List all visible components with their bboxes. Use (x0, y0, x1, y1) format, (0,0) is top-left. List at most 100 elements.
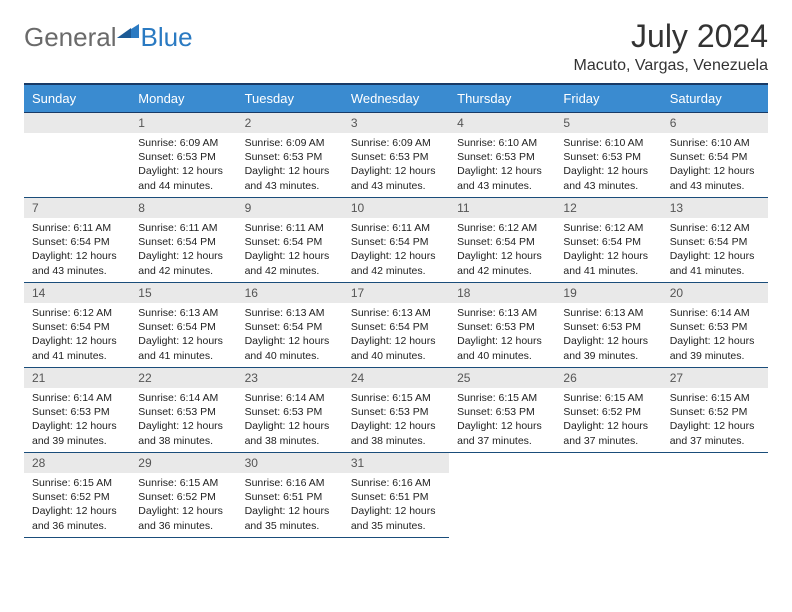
brand-logo: General Blue (24, 18, 193, 53)
day-number: 25 (449, 368, 555, 388)
brand-triangle-icon (117, 24, 139, 38)
calendar-cell: 2Sunrise: 6:09 AMSunset: 6:53 PMDaylight… (237, 113, 343, 198)
calendar-cell: 29Sunrise: 6:15 AMSunset: 6:52 PMDayligh… (130, 453, 236, 538)
calendar-cell: 13Sunrise: 6:12 AMSunset: 6:54 PMDayligh… (662, 198, 768, 283)
calendar-cell: 11Sunrise: 6:12 AMSunset: 6:54 PMDayligh… (449, 198, 555, 283)
header: General Blue July 2024 Macuto, Vargas, V… (24, 18, 768, 75)
day-details: Sunrise: 6:14 AMSunset: 6:53 PMDaylight:… (662, 303, 768, 367)
day-number: 31 (343, 453, 449, 473)
title-block: July 2024 Macuto, Vargas, Venezuela (574, 18, 769, 75)
weekday-header: Monday (130, 84, 236, 113)
weekday-header: Tuesday (237, 84, 343, 113)
calendar-cell: 5Sunrise: 6:10 AMSunset: 6:53 PMDaylight… (555, 113, 661, 198)
calendar-cell: 17Sunrise: 6:13 AMSunset: 6:54 PMDayligh… (343, 283, 449, 368)
calendar-cell: 4Sunrise: 6:10 AMSunset: 6:53 PMDaylight… (449, 113, 555, 198)
day-number: 29 (130, 453, 236, 473)
day-details: Sunrise: 6:09 AMSunset: 6:53 PMDaylight:… (237, 133, 343, 197)
day-number: 2 (237, 113, 343, 133)
calendar-cell: 26Sunrise: 6:15 AMSunset: 6:52 PMDayligh… (555, 368, 661, 453)
calendar-cell: 30Sunrise: 6:16 AMSunset: 6:51 PMDayligh… (237, 453, 343, 538)
day-number: 3 (343, 113, 449, 133)
day-details: Sunrise: 6:13 AMSunset: 6:54 PMDaylight:… (130, 303, 236, 367)
weekday-header: Friday (555, 84, 661, 113)
day-number: 23 (237, 368, 343, 388)
calendar-cell: 8Sunrise: 6:11 AMSunset: 6:54 PMDaylight… (130, 198, 236, 283)
day-number: 11 (449, 198, 555, 218)
day-number: 18 (449, 283, 555, 303)
day-number: 10 (343, 198, 449, 218)
day-number: 17 (343, 283, 449, 303)
weekday-header: Thursday (449, 84, 555, 113)
day-number: 15 (130, 283, 236, 303)
day-number: 24 (343, 368, 449, 388)
day-number: 9 (237, 198, 343, 218)
calendar-cell: 24Sunrise: 6:15 AMSunset: 6:53 PMDayligh… (343, 368, 449, 453)
day-details: Sunrise: 6:10 AMSunset: 6:54 PMDaylight:… (662, 133, 768, 197)
day-details: Sunrise: 6:16 AMSunset: 6:51 PMDaylight:… (343, 473, 449, 537)
day-details: Sunrise: 6:16 AMSunset: 6:51 PMDaylight:… (237, 473, 343, 537)
calendar-cell: 7Sunrise: 6:11 AMSunset: 6:54 PMDaylight… (24, 198, 130, 283)
day-details: Sunrise: 6:14 AMSunset: 6:53 PMDaylight:… (130, 388, 236, 452)
day-details: Sunrise: 6:11 AMSunset: 6:54 PMDaylight:… (130, 218, 236, 282)
calendar-cell: 18Sunrise: 6:13 AMSunset: 6:53 PMDayligh… (449, 283, 555, 368)
day-number: 13 (662, 198, 768, 218)
calendar-cell: 21Sunrise: 6:14 AMSunset: 6:53 PMDayligh… (24, 368, 130, 453)
calendar-cell: 1Sunrise: 6:09 AMSunset: 6:53 PMDaylight… (130, 113, 236, 198)
calendar-cell: 9Sunrise: 6:11 AMSunset: 6:54 PMDaylight… (237, 198, 343, 283)
day-details: Sunrise: 6:15 AMSunset: 6:52 PMDaylight:… (130, 473, 236, 537)
calendar-week-row: 21Sunrise: 6:14 AMSunset: 6:53 PMDayligh… (24, 368, 768, 453)
day-details: Sunrise: 6:15 AMSunset: 6:53 PMDaylight:… (343, 388, 449, 452)
calendar-cell: 10Sunrise: 6:11 AMSunset: 6:54 PMDayligh… (343, 198, 449, 283)
day-details: Sunrise: 6:09 AMSunset: 6:53 PMDaylight:… (343, 133, 449, 197)
day-number: 26 (555, 368, 661, 388)
day-details: Sunrise: 6:15 AMSunset: 6:52 PMDaylight:… (555, 388, 661, 452)
calendar-cell: 20Sunrise: 6:14 AMSunset: 6:53 PMDayligh… (662, 283, 768, 368)
calendar-cell (555, 453, 661, 538)
day-number: 20 (662, 283, 768, 303)
calendar-week-row: 1Sunrise: 6:09 AMSunset: 6:53 PMDaylight… (24, 113, 768, 198)
day-number: 28 (24, 453, 130, 473)
calendar-cell: 19Sunrise: 6:13 AMSunset: 6:53 PMDayligh… (555, 283, 661, 368)
calendar-cell (24, 113, 130, 198)
calendar-cell: 16Sunrise: 6:13 AMSunset: 6:54 PMDayligh… (237, 283, 343, 368)
calendar-cell (662, 453, 768, 538)
calendar-week-row: 7Sunrise: 6:11 AMSunset: 6:54 PMDaylight… (24, 198, 768, 283)
day-number: 14 (24, 283, 130, 303)
calendar-cell: 31Sunrise: 6:16 AMSunset: 6:51 PMDayligh… (343, 453, 449, 538)
day-number: 27 (662, 368, 768, 388)
day-details: Sunrise: 6:11 AMSunset: 6:54 PMDaylight:… (24, 218, 130, 282)
calendar-cell: 6Sunrise: 6:10 AMSunset: 6:54 PMDaylight… (662, 113, 768, 198)
month-title: July 2024 (574, 18, 769, 55)
day-details: Sunrise: 6:12 AMSunset: 6:54 PMDaylight:… (24, 303, 130, 367)
brand-text-1: General (24, 22, 117, 53)
day-number: 19 (555, 283, 661, 303)
weekday-header: Sunday (24, 84, 130, 113)
day-number: 12 (555, 198, 661, 218)
day-number: 6 (662, 113, 768, 133)
day-details: Sunrise: 6:12 AMSunset: 6:54 PMDaylight:… (449, 218, 555, 282)
day-details: Sunrise: 6:11 AMSunset: 6:54 PMDaylight:… (343, 218, 449, 282)
day-number: 22 (130, 368, 236, 388)
day-number: 7 (24, 198, 130, 218)
weekday-header: Saturday (662, 84, 768, 113)
location-text: Macuto, Vargas, Venezuela (574, 57, 769, 75)
day-number: 16 (237, 283, 343, 303)
day-details: Sunrise: 6:14 AMSunset: 6:53 PMDaylight:… (24, 388, 130, 452)
calendar-cell: 23Sunrise: 6:14 AMSunset: 6:53 PMDayligh… (237, 368, 343, 453)
calendar-cell: 25Sunrise: 6:15 AMSunset: 6:53 PMDayligh… (449, 368, 555, 453)
weekday-header-row: SundayMondayTuesdayWednesdayThursdayFrid… (24, 84, 768, 113)
calendar-cell: 28Sunrise: 6:15 AMSunset: 6:52 PMDayligh… (24, 453, 130, 538)
calendar-week-row: 28Sunrise: 6:15 AMSunset: 6:52 PMDayligh… (24, 453, 768, 538)
calendar-cell (449, 453, 555, 538)
day-details: Sunrise: 6:12 AMSunset: 6:54 PMDaylight:… (662, 218, 768, 282)
day-details: Sunrise: 6:15 AMSunset: 6:53 PMDaylight:… (449, 388, 555, 452)
day-number: 5 (555, 113, 661, 133)
day-details: Sunrise: 6:13 AMSunset: 6:53 PMDaylight:… (555, 303, 661, 367)
day-number: 1 (130, 113, 236, 133)
calendar-cell: 12Sunrise: 6:12 AMSunset: 6:54 PMDayligh… (555, 198, 661, 283)
calendar-cell: 3Sunrise: 6:09 AMSunset: 6:53 PMDaylight… (343, 113, 449, 198)
day-number: 21 (24, 368, 130, 388)
day-details: Sunrise: 6:10 AMSunset: 6:53 PMDaylight:… (555, 133, 661, 197)
day-details: Sunrise: 6:12 AMSunset: 6:54 PMDaylight:… (555, 218, 661, 282)
day-number: 4 (449, 113, 555, 133)
